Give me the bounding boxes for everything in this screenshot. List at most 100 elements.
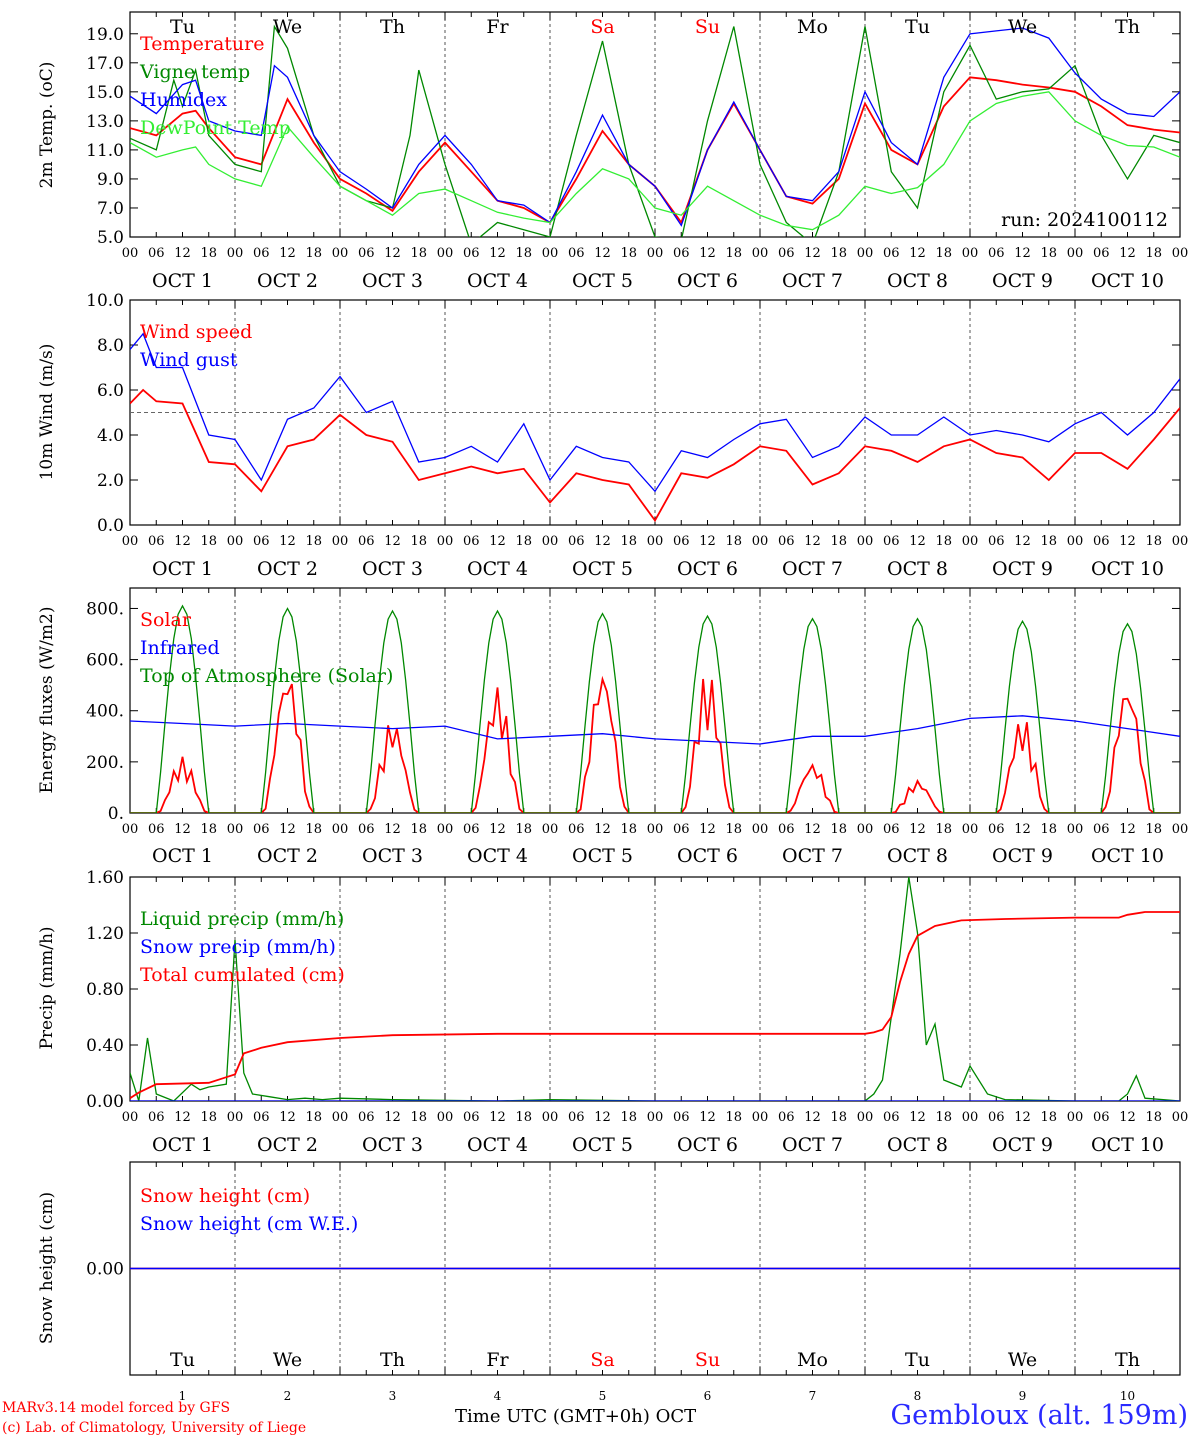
hour-label: 18 [1145, 1110, 1162, 1125]
hour-label: 18 [410, 246, 427, 261]
y-axis-label: 10m Wind (m/s) [37, 344, 57, 481]
y-tick-label: 2.0 [97, 471, 124, 491]
x-axis-title: Time UTC (GMT+0h) OCT [455, 1406, 697, 1427]
day-number: 7 [809, 1389, 817, 1403]
hour-label: 18 [935, 1110, 952, 1125]
hour-label: 00 [752, 822, 769, 837]
hour-label: 00 [857, 1110, 874, 1125]
hour-label: 18 [725, 1110, 742, 1125]
hour-label: 12 [699, 246, 716, 261]
hour-label: 00 [437, 534, 454, 549]
hour-label: 18 [1040, 246, 1057, 261]
hour-label: 12 [804, 1110, 821, 1125]
hour-label: 06 [463, 246, 480, 261]
date-label: OCT 6 [677, 1134, 738, 1156]
hour-label: 00 [122, 1110, 139, 1125]
hour-label: 00 [1067, 1110, 1084, 1125]
hour-label: 18 [200, 246, 217, 261]
hour-label: 12 [279, 1110, 296, 1125]
series-line-dewpoint-temp [130, 91, 1180, 231]
hour-label: 18 [410, 534, 427, 549]
date-label: OCT 2 [257, 558, 318, 580]
hour-label: 06 [673, 822, 690, 837]
hour-label: 12 [804, 534, 821, 549]
legend-entry: Vigne temp [139, 61, 250, 83]
hour-label: 00 [1172, 822, 1189, 837]
weekday-label: Sa [590, 1349, 614, 1371]
hour-label: 12 [594, 534, 611, 549]
hour-label: 00 [647, 1110, 664, 1125]
hour-label: 06 [148, 534, 165, 549]
hour-label: 12 [594, 822, 611, 837]
y-tick-label: 19.0 [86, 25, 124, 45]
weekday-label: Mo [797, 1349, 828, 1371]
day-number: 3 [389, 1389, 397, 1403]
legend-entry: Liquid precip (mm/h) [140, 908, 344, 930]
hour-label: 12 [489, 1110, 506, 1125]
hour-label: 18 [620, 822, 637, 837]
date-label: OCT 8 [887, 558, 948, 580]
hour-label: 00 [857, 534, 874, 549]
hour-label: 18 [410, 1110, 427, 1125]
hour-label: 18 [1040, 1110, 1057, 1125]
hour-label: 18 [830, 822, 847, 837]
weekday-label: Fr [486, 1349, 509, 1371]
hour-label: 12 [384, 1110, 401, 1125]
hour-label: 00 [542, 534, 559, 549]
hour-label: 00 [1067, 246, 1084, 261]
hour-label: 06 [1093, 1110, 1110, 1125]
hour-label: 06 [148, 1110, 165, 1125]
date-label: OCT 4 [467, 558, 528, 580]
hour-label: 18 [515, 246, 532, 261]
legend-entry: DewPoint Temp [140, 117, 291, 139]
hour-label: 12 [489, 822, 506, 837]
y-tick-label: 400. [86, 702, 124, 722]
hour-label: 12 [489, 534, 506, 549]
hour-label: 06 [883, 534, 900, 549]
date-label: OCT 7 [782, 1134, 843, 1156]
y-axis-label: 2m Temp. (oC) [37, 62, 57, 189]
hour-label: 12 [1119, 534, 1136, 549]
date-label: OCT 6 [677, 845, 738, 867]
hour-label: 12 [699, 822, 716, 837]
hour-label: 06 [988, 534, 1005, 549]
hour-label: 12 [1014, 534, 1031, 549]
weekday-label: Fr [486, 16, 509, 38]
y-tick-label: 5.0 [97, 228, 124, 248]
date-label: OCT 5 [572, 270, 633, 292]
hour-label: 00 [542, 822, 559, 837]
date-label: OCT 1 [152, 270, 213, 292]
weekday-label: Tu [905, 16, 930, 38]
hour-label: 00 [542, 1110, 559, 1125]
hour-label: 06 [673, 1110, 690, 1125]
hour-label: 18 [725, 822, 742, 837]
legend-entry: Wind speed [140, 321, 252, 343]
date-label: OCT 8 [887, 845, 948, 867]
day-number: 4 [494, 1389, 502, 1403]
hour-label: 00 [332, 822, 349, 837]
day-number: 2 [284, 1389, 292, 1403]
day-number: 1 [179, 1389, 187, 1403]
hour-label: 06 [673, 534, 690, 549]
series-line-top-of-atmosphere-solar- [130, 604, 1180, 813]
date-label: OCT 6 [677, 558, 738, 580]
hour-label: 00 [437, 1110, 454, 1125]
hour-label: 00 [1172, 534, 1189, 549]
y-tick-label: 8.0 [97, 336, 124, 356]
y-tick-label: 800. [86, 599, 124, 619]
hour-label: 18 [515, 822, 532, 837]
weekday-label: Tu [905, 1349, 930, 1371]
date-label: OCT 10 [1091, 845, 1164, 867]
hour-label: 06 [568, 534, 585, 549]
y-tick-label: 600. [86, 651, 124, 671]
hour-label: 06 [358, 246, 375, 261]
hour-label: 12 [699, 1110, 716, 1125]
hour-label: 00 [227, 1110, 244, 1125]
hour-label: 00 [962, 1110, 979, 1125]
hour-label: 00 [437, 822, 454, 837]
date-label: OCT 1 [152, 845, 213, 867]
hour-label: 18 [1145, 822, 1162, 837]
date-label: OCT 4 [467, 1134, 528, 1156]
day-number: 6 [704, 1389, 712, 1403]
series-line-solar [130, 675, 1180, 813]
